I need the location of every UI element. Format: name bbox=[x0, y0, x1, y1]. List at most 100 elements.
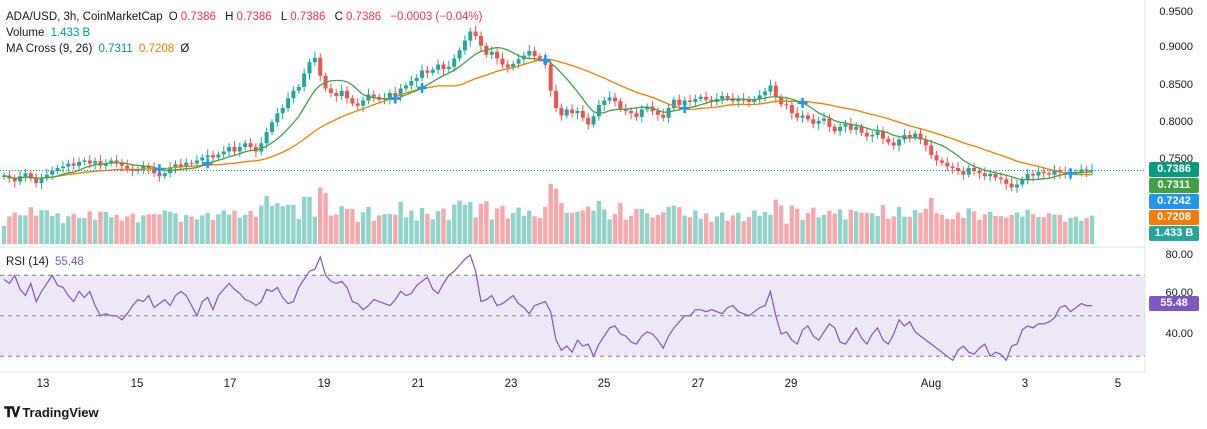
volume-bar bbox=[698, 218, 703, 244]
ma-cross-marker bbox=[797, 97, 808, 108]
candle-body bbox=[725, 96, 730, 99]
volume-bar bbox=[998, 216, 1004, 244]
volume-bar bbox=[264, 196, 269, 244]
candle-body bbox=[854, 126, 859, 130]
candle-body bbox=[1014, 184, 1019, 188]
candle-body bbox=[205, 155, 210, 158]
candle-body bbox=[430, 69, 435, 73]
tradingview-logo[interactable]: 𝐓𝐕 TradingView bbox=[4, 404, 99, 421]
candle-body bbox=[232, 147, 237, 152]
volume-bar bbox=[28, 207, 33, 244]
candle-body bbox=[789, 105, 794, 114]
volume-bar bbox=[886, 219, 891, 244]
volume-tag: 1.433 B bbox=[1149, 226, 1199, 241]
volume-bar bbox=[569, 213, 575, 244]
candle-body bbox=[907, 135, 912, 138]
volume-bar bbox=[907, 216, 912, 244]
candle-body bbox=[880, 131, 885, 139]
volume-bar bbox=[875, 216, 880, 244]
volume-bar bbox=[371, 220, 377, 244]
volume-bar bbox=[1089, 215, 1095, 244]
candle-body bbox=[1079, 169, 1084, 172]
candle-body bbox=[661, 114, 666, 118]
candle-body bbox=[307, 62, 312, 74]
volume-bar bbox=[987, 211, 993, 244]
volume-bar bbox=[23, 215, 28, 244]
candle-body bbox=[666, 108, 671, 118]
ma-legend: MA Cross (9, 26) 0.7311 0.7208 Ø bbox=[6, 42, 192, 56]
volume-bar bbox=[253, 216, 259, 244]
volume-bar bbox=[452, 204, 457, 244]
volume-bar bbox=[837, 209, 843, 244]
volume-bar bbox=[923, 208, 929, 244]
candle-body bbox=[157, 173, 162, 177]
volume-bar bbox=[334, 214, 339, 244]
volume-bar bbox=[200, 215, 205, 244]
volume-bar bbox=[446, 219, 452, 244]
candle-body bbox=[227, 147, 232, 152]
candle-body bbox=[253, 147, 258, 152]
price-tick: 0.9500 bbox=[1159, 6, 1193, 18]
volume-bar bbox=[532, 216, 537, 244]
volume-bar bbox=[982, 214, 988, 244]
candle-body bbox=[720, 96, 725, 99]
volume-bar bbox=[564, 212, 569, 244]
volume-bar bbox=[414, 220, 419, 244]
candle-body bbox=[746, 100, 751, 102]
ma-cross-marker bbox=[202, 158, 213, 169]
volume-bar bbox=[843, 219, 848, 244]
candle-body bbox=[575, 111, 580, 114]
candle-body bbox=[591, 116, 596, 125]
volume-bar bbox=[827, 210, 832, 244]
volume-bar bbox=[328, 215, 334, 244]
volume-bar bbox=[709, 221, 714, 244]
volume-bar bbox=[902, 216, 907, 244]
volume-bar bbox=[403, 217, 409, 244]
volume-bar bbox=[527, 210, 532, 244]
volume-bar bbox=[521, 216, 527, 244]
candle-body bbox=[125, 165, 130, 169]
volume-bar bbox=[350, 209, 355, 244]
candle-body bbox=[913, 133, 918, 138]
candle-body bbox=[216, 154, 221, 158]
volume-bar bbox=[60, 223, 66, 244]
volume-bar bbox=[1046, 213, 1052, 244]
candle-body bbox=[55, 168, 60, 171]
candle-body bbox=[312, 57, 317, 63]
candle-body bbox=[264, 132, 269, 144]
volume-bar bbox=[596, 201, 602, 244]
volume-bar bbox=[789, 205, 795, 244]
volume-bar bbox=[795, 208, 800, 244]
rsi-tick: 40.00 bbox=[1165, 328, 1193, 340]
candle-body bbox=[18, 176, 23, 182]
high-label: H 0.7386 bbox=[225, 11, 272, 23]
volume-bar bbox=[682, 215, 687, 244]
volume-bar bbox=[280, 206, 285, 244]
candle-body bbox=[135, 169, 140, 171]
volume-bar bbox=[103, 211, 109, 244]
volume-bar bbox=[178, 221, 184, 244]
candle-body bbox=[1025, 174, 1030, 180]
ma-label: MA Cross (9, 26) bbox=[6, 43, 93, 55]
volume-bar bbox=[650, 217, 655, 244]
volume-bar bbox=[435, 211, 441, 244]
volume-bar bbox=[205, 212, 210, 244]
rsi-value: 55.48 bbox=[55, 256, 84, 268]
volume-bar bbox=[92, 219, 98, 244]
last-price-tag: 0.7386 bbox=[1149, 162, 1199, 177]
volume-bar bbox=[71, 213, 76, 244]
volume-bar bbox=[1041, 217, 1046, 244]
rsi-line bbox=[3, 254, 1092, 362]
candle-body bbox=[462, 40, 467, 51]
candle-body bbox=[816, 120, 821, 124]
volume-bar bbox=[484, 201, 489, 244]
volume-bar bbox=[977, 219, 982, 244]
volume-bar bbox=[387, 214, 393, 244]
volume-bar bbox=[510, 213, 516, 244]
volume-bar bbox=[618, 203, 623, 244]
close-label: C 0.7386 bbox=[334, 11, 382, 23]
volume-bar bbox=[135, 222, 141, 244]
volume-bar bbox=[275, 203, 280, 244]
symbol-title: ADA/USD, 3h, CoinMarketCap bbox=[6, 11, 163, 23]
